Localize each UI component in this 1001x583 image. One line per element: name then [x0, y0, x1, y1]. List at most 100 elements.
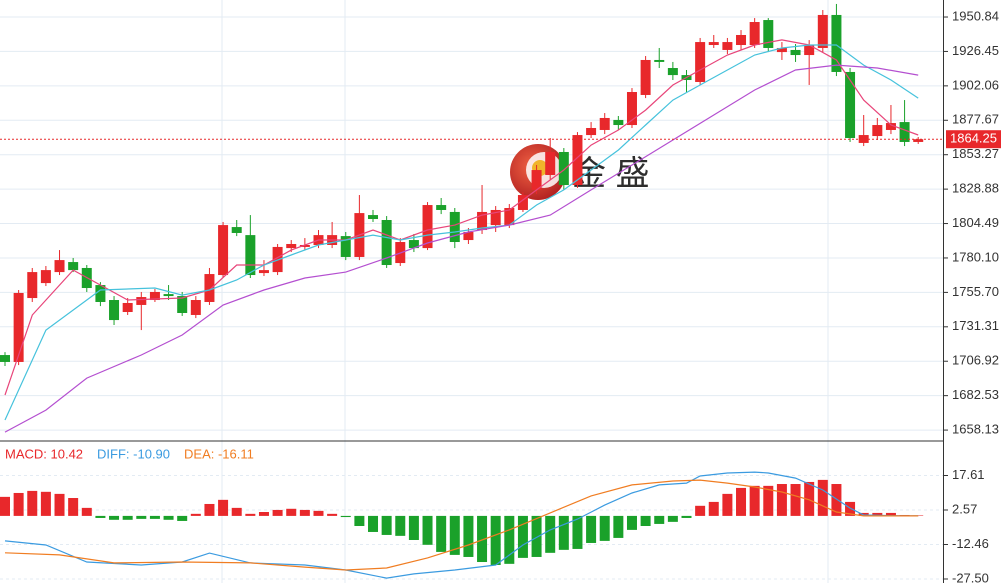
macd-bar — [0, 496, 10, 516]
y-tick-label: 1828.88 — [952, 181, 999, 196]
legend-label: DEA: -16.11 — [184, 446, 254, 461]
y-tick-label: 1755.70 — [952, 284, 999, 299]
candle-body — [245, 235, 256, 276]
candle-body — [40, 270, 51, 284]
candle-body — [13, 292, 24, 362]
indicator-line — [4, 44, 919, 421]
macd-bar — [681, 515, 692, 518]
candle-body — [885, 123, 896, 130]
macd-bar — [149, 515, 160, 519]
macd-bar — [436, 515, 447, 552]
macd-bar — [654, 515, 665, 524]
macd-bar — [449, 515, 460, 555]
y-tick-label: 2.57 — [952, 501, 977, 516]
y-tick-label: 1926.45 — [952, 43, 999, 58]
macd-bar — [381, 515, 392, 535]
macd-bar — [218, 499, 229, 516]
y-tick-label: 1902.06 — [952, 77, 999, 92]
candle-body — [163, 294, 174, 297]
candle-body — [531, 170, 542, 190]
y-tick-label: 17.61 — [952, 467, 985, 482]
macd-bar — [776, 484, 787, 516]
macd-bar — [122, 515, 133, 520]
candle-body — [436, 205, 447, 210]
candle-body — [0, 355, 10, 362]
candle-body — [122, 302, 133, 313]
grid — [0, 16, 943, 580]
candle-body — [586, 127, 597, 136]
macd-bar — [667, 515, 678, 522]
candle-body — [340, 236, 351, 257]
candle-body — [504, 208, 515, 226]
candle-body — [899, 122, 910, 142]
candle-body — [109, 300, 120, 321]
candle-body — [149, 291, 160, 301]
candle-body — [136, 297, 147, 305]
macd-bar — [708, 501, 719, 516]
candle-body — [177, 296, 188, 313]
macd-bar — [736, 487, 747, 516]
marks — [0, 3, 943, 579]
y-tick-label: 1682.53 — [952, 387, 999, 402]
indicator-line — [4, 39, 919, 396]
macd-bar — [640, 515, 651, 526]
y-tick-label: 1780.10 — [952, 249, 999, 264]
y-tick-label: 1658.13 — [952, 422, 999, 437]
candle-body — [790, 49, 801, 56]
macd-bar — [245, 513, 256, 516]
candle-body — [299, 244, 310, 247]
candle-body — [804, 45, 815, 56]
candle-body — [286, 243, 297, 249]
y-tick-label: 1950.84 — [952, 8, 999, 23]
macd-bar — [313, 510, 324, 516]
candle-body — [545, 151, 556, 175]
macd-bar — [340, 515, 351, 518]
macd-bar — [40, 491, 51, 516]
macd-bar — [790, 484, 801, 516]
indicator-line — [4, 479, 919, 571]
candle-body — [490, 209, 501, 226]
candle-body — [722, 42, 733, 50]
macd-bar — [68, 498, 79, 516]
macd-bar — [531, 515, 542, 557]
macd-bar — [27, 490, 38, 516]
macd-bar — [204, 503, 215, 516]
macd-bar — [763, 485, 774, 516]
candle-body — [422, 205, 433, 249]
macd-bar — [477, 515, 488, 563]
candle-body — [913, 139, 924, 142]
macd-bar — [490, 515, 501, 565]
macd-bar — [913, 515, 924, 516]
y-tick-label: -27.50 — [952, 570, 989, 583]
candle-body — [368, 215, 379, 220]
macd-bar — [368, 515, 379, 532]
candle-body — [749, 22, 760, 46]
macd-bar — [327, 513, 338, 516]
candle-body — [558, 151, 569, 186]
macd-bar — [572, 515, 583, 549]
candle-body — [190, 300, 201, 315]
macd-bar — [545, 515, 556, 553]
macd-bar — [231, 507, 242, 516]
candle-body — [449, 211, 460, 243]
macd-bar — [722, 493, 733, 516]
macd-bar — [613, 515, 624, 538]
macd-bar — [845, 501, 856, 516]
last-price-label: 1864.25 — [950, 131, 997, 146]
candle-body — [695, 42, 706, 82]
macd-bar — [395, 515, 406, 536]
candle-body — [640, 59, 651, 95]
macd-bar — [54, 493, 65, 516]
candle-body — [654, 59, 665, 62]
macd-bar — [163, 515, 174, 520]
macd-bar — [831, 484, 842, 516]
candle-body — [204, 274, 215, 302]
macd-bar — [272, 509, 283, 516]
candle-body — [463, 231, 474, 241]
candle-body — [408, 240, 419, 249]
y-tick-label: 1877.67 — [952, 112, 999, 127]
candle-body — [231, 227, 242, 233]
candle-body — [667, 68, 678, 76]
